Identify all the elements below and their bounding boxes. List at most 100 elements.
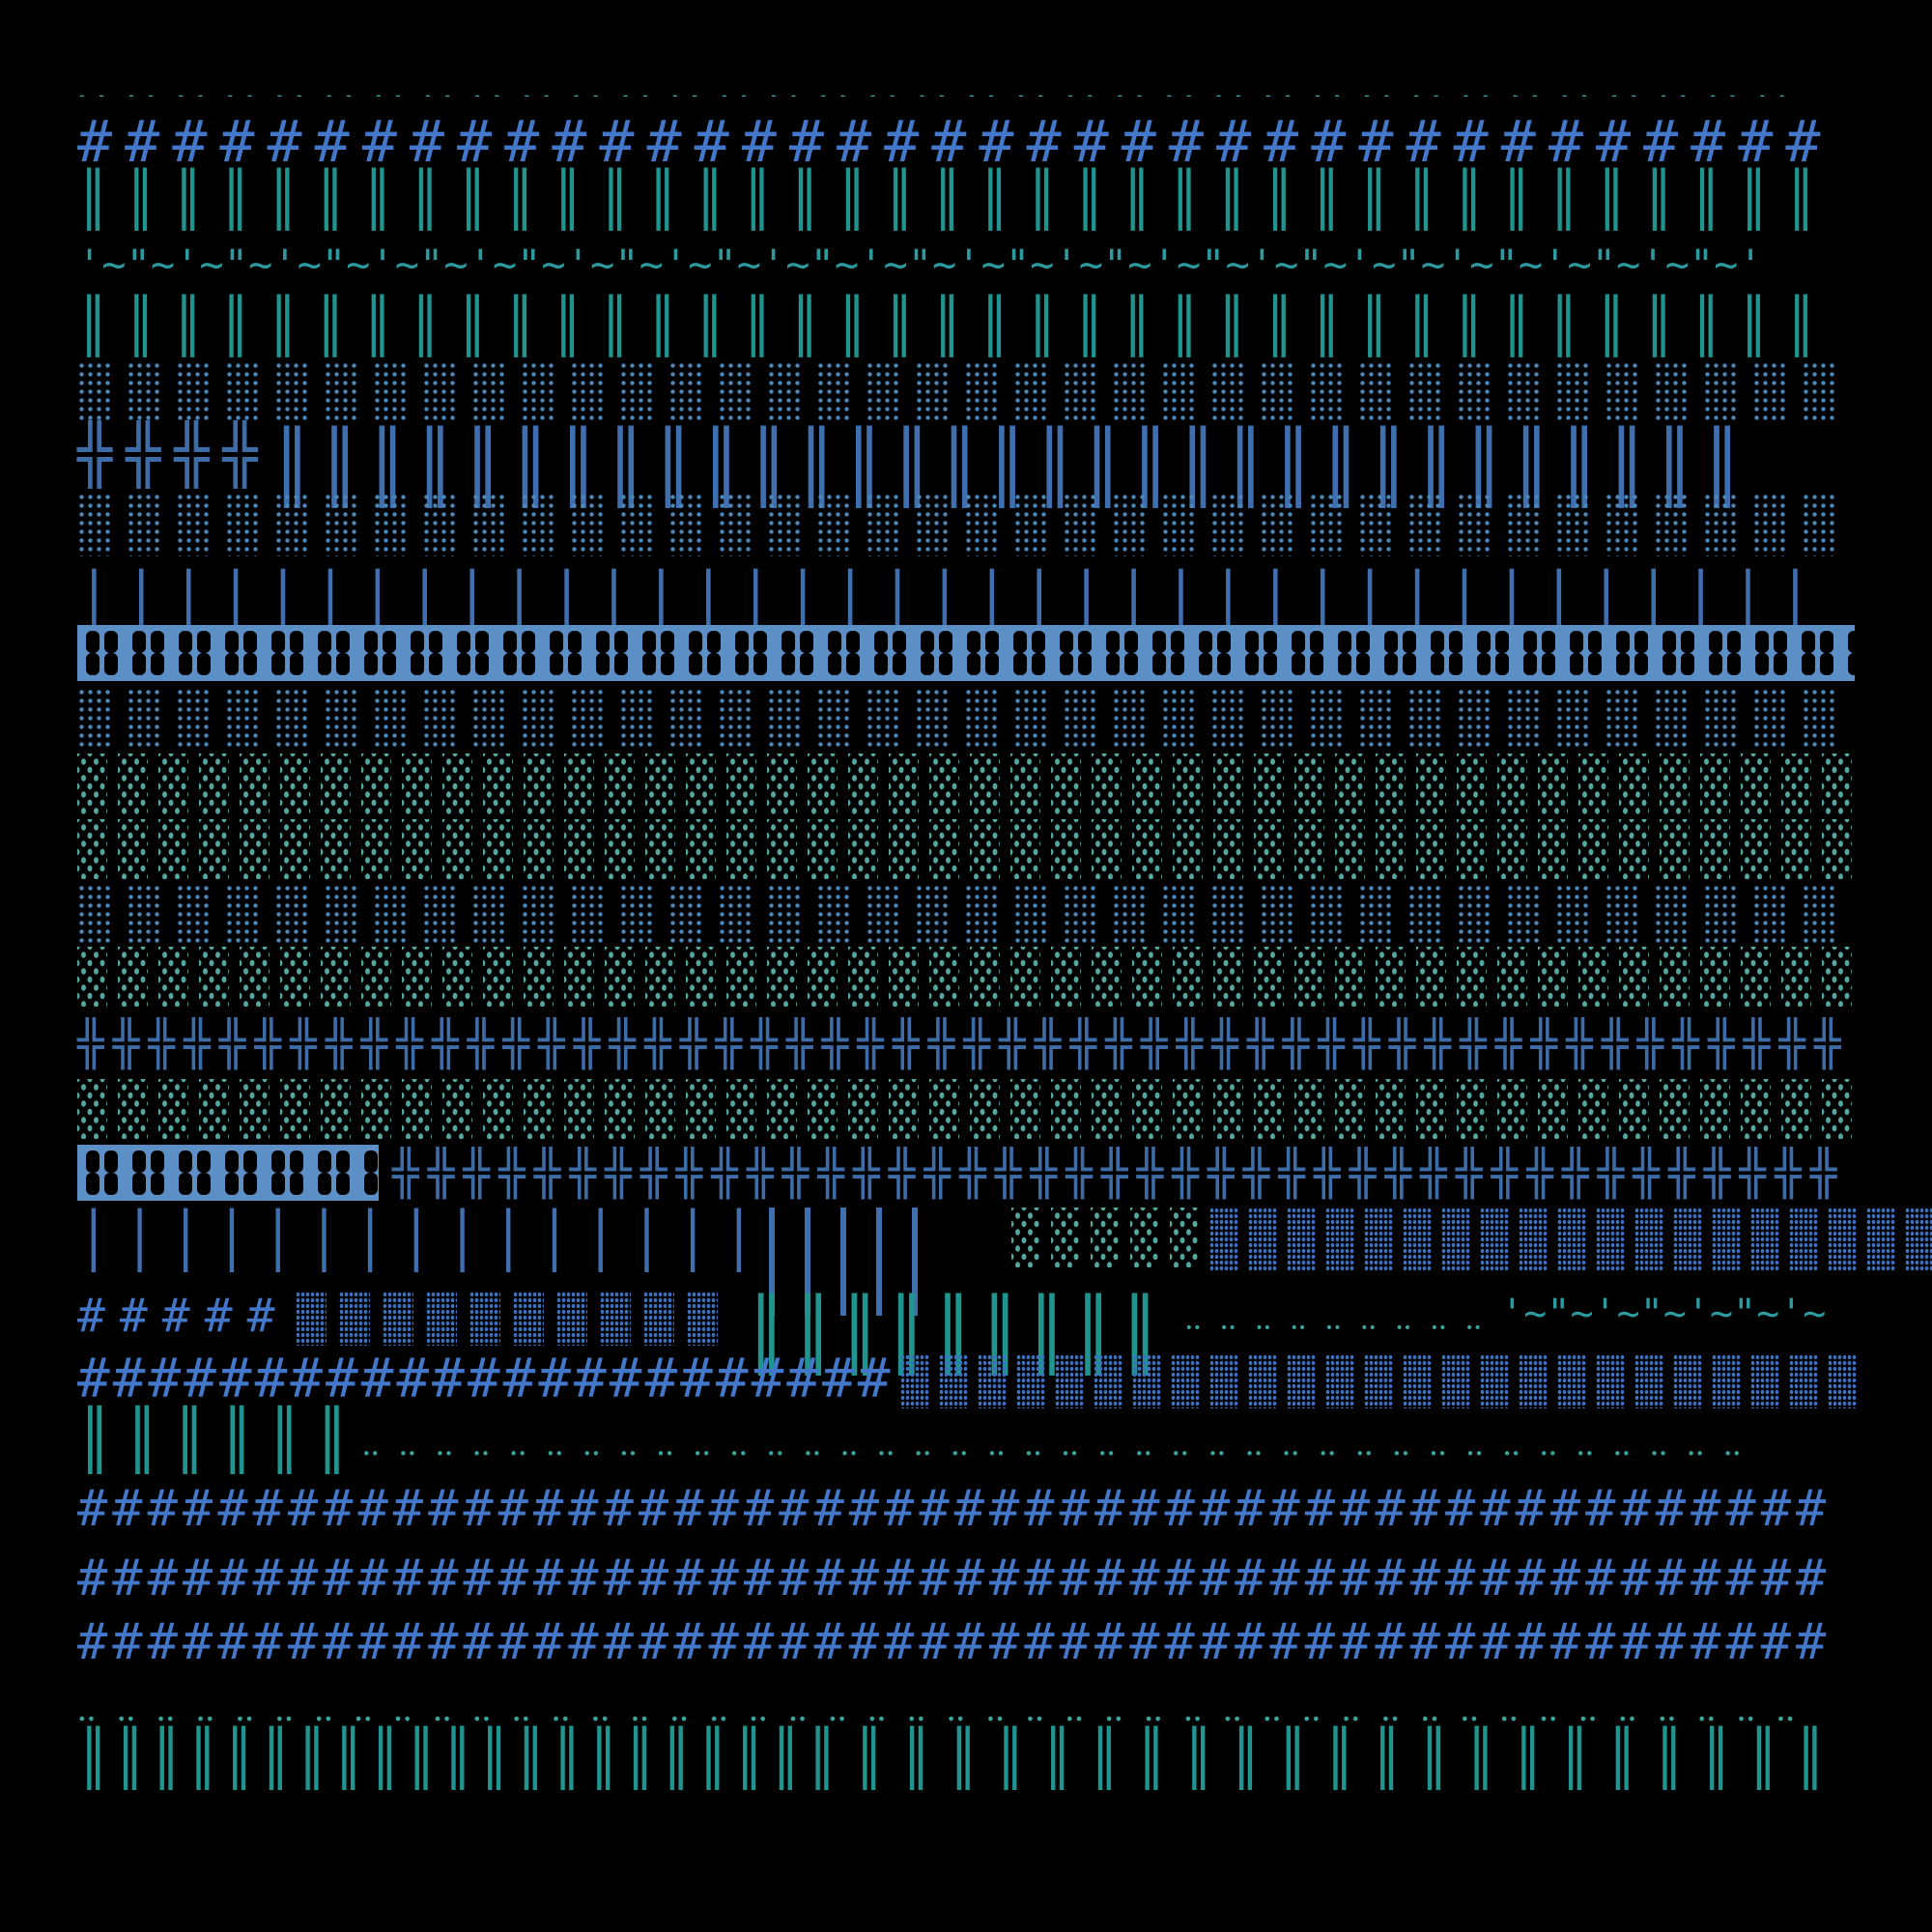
pattern-band: [77, 753, 1862, 815]
dot-block: [1210, 493, 1243, 556]
dot-block: [295, 1292, 327, 1346]
dot-block: [1497, 753, 1527, 815]
dot-block: [1506, 493, 1539, 556]
dot-block: [1479, 1208, 1509, 1271]
dot-block: [767, 753, 797, 815]
dot-block: [77, 493, 110, 556]
dot-block: [1051, 1079, 1081, 1139]
dot-block: [808, 753, 838, 815]
dot-block: [1660, 1079, 1690, 1139]
dot-block: [686, 1292, 718, 1346]
dot-block: [1260, 493, 1293, 556]
glyph-run: •• •• •• •• •• •• •• •• ••: [1184, 1321, 1501, 1336]
pattern-band: [77, 625, 1862, 681]
dot-block: [978, 1354, 1008, 1408]
dot-block: [1335, 819, 1365, 879]
dot-block: [1519, 1354, 1548, 1408]
dot-block: [1506, 688, 1539, 750]
pattern-band: [77, 361, 1862, 421]
dot-block: [1090, 1208, 1120, 1267]
dot-block: [808, 819, 838, 879]
dot-block: [645, 819, 675, 879]
dot-block: [1555, 493, 1588, 556]
pattern-band: │││││││││││││││: [77, 1208, 1932, 1316]
dot-block: [1788, 1208, 1818, 1271]
glyph-run: ║║║║║║║║║║║║║║║║║║║║║║║║║║║║║║║║║║║║║: [77, 295, 1833, 356]
dot-block: [1827, 1208, 1857, 1271]
spacer: [379, 1145, 392, 1149]
bar-glyph: [839, 1208, 846, 1316]
dot-block: [1700, 753, 1730, 815]
dot-block: [1578, 1079, 1608, 1139]
dot-block: [1063, 493, 1095, 556]
dot-block: [1051, 947, 1081, 1007]
dot-block: [1209, 1354, 1239, 1408]
dot-block: [1752, 884, 1785, 944]
dot-block: [726, 1079, 756, 1139]
glyph-run: •• •• •• •• •• •• •• •• •• •• •• •• •• •…: [361, 1445, 1761, 1463]
dot-block: [686, 947, 716, 1007]
dot-block: [1822, 753, 1852, 815]
dot-block: [324, 361, 356, 421]
dot-block: [240, 753, 270, 815]
dot-block: [915, 493, 948, 556]
dot-block: [1712, 1354, 1742, 1408]
dot-block: [1497, 819, 1527, 879]
dot-block: [1703, 884, 1736, 944]
dot-block: [1741, 1079, 1771, 1139]
dot-block: [1457, 819, 1487, 879]
dot-block: [402, 753, 432, 815]
dot-block: [483, 947, 513, 1007]
dot-block: [564, 1079, 594, 1139]
dot-block: [1092, 947, 1122, 1007]
dot-block: [225, 688, 258, 750]
glyph-run: '~"~'~"~'~"~'~: [1500, 1292, 1850, 1336]
dot-block: [570, 884, 603, 944]
dot-block: [866, 493, 898, 556]
dot-block: [442, 819, 472, 879]
dot-block: [1324, 1208, 1354, 1271]
dot-block: [321, 1079, 351, 1139]
dot-block: [1457, 884, 1490, 944]
dot-block: [1703, 688, 1736, 750]
dot-block: [225, 493, 258, 556]
dot-block: [521, 493, 554, 556]
dot-block: [1335, 947, 1365, 1007]
dot-block: [1248, 1354, 1278, 1408]
dot-block: [158, 1079, 188, 1139]
dot-block: [1619, 753, 1649, 815]
dot-block: [1112, 361, 1145, 421]
dot-block: [1063, 361, 1095, 421]
dot-block: [564, 753, 594, 815]
dot-block: [1750, 1354, 1780, 1408]
dot-block: [1358, 493, 1391, 556]
dot-block: [1013, 493, 1046, 556]
dot-block: [970, 819, 1000, 879]
dot-block: [442, 1079, 472, 1139]
dot-block: [718, 884, 751, 944]
dot-block: [1213, 947, 1243, 1007]
dot-block: [1605, 884, 1637, 944]
dot-block: [77, 947, 107, 1007]
glyph-run: ║║║║║║║║║║║║║║║║║║║║║║║║║║║║║║║║║║║║║: [77, 168, 1833, 230]
dot-block: [866, 361, 898, 421]
dot-block: [1555, 688, 1588, 750]
dot-block: [1605, 493, 1637, 556]
dot-block: [1538, 1079, 1568, 1139]
dot-block: [280, 819, 310, 879]
dot-block: [1213, 819, 1243, 879]
dot-block: [199, 947, 229, 1007]
dot-block: [361, 753, 391, 815]
dot-block: [1578, 819, 1608, 879]
pattern-band: ║║║║║║ •• •• •• •• •• •• •• •• •• •• •• •…: [77, 1406, 1862, 1478]
dot-block: [1700, 1079, 1730, 1139]
dot-block: [373, 688, 406, 750]
dot-block: [361, 819, 391, 879]
dot-block: [1595, 1208, 1625, 1271]
dot-block: [1173, 819, 1203, 879]
dot-block: [1440, 1208, 1470, 1271]
dot-block: [274, 884, 307, 944]
dot-block: [866, 688, 898, 750]
pattern-band: ╬╬╬╬╬╬╬╬╬╬╬╬╬╬╬╬╬╬╬╬╬╬╬╬╬╬╬╬╬╬╬╬╬╬╬╬╬╬╬╬…: [77, 1014, 1862, 1074]
dot-block: [570, 493, 603, 556]
